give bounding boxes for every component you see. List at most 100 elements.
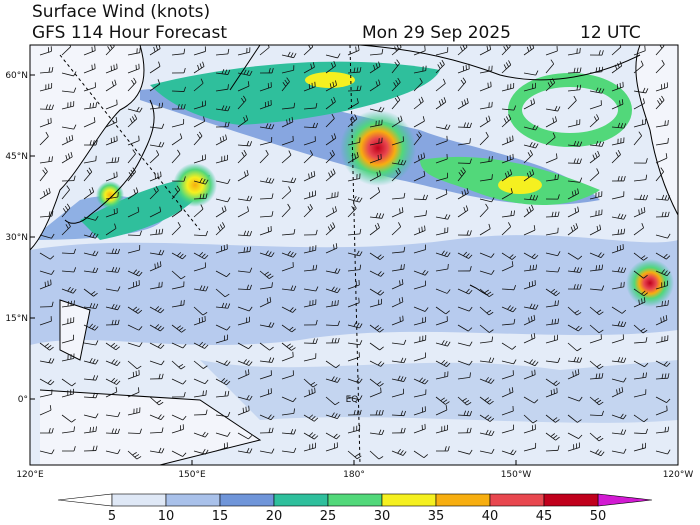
barb-flag	[446, 289, 451, 294]
barb-flag	[183, 104, 186, 110]
barb-flag	[554, 318, 557, 324]
barb	[523, 374, 536, 380]
barb-flag	[117, 157, 120, 163]
barb	[655, 410, 668, 416]
barb-flag	[131, 79, 135, 85]
barb-flag	[246, 360, 250, 365]
barb	[545, 50, 558, 56]
barb	[149, 190, 159, 200]
barb-flag	[641, 290, 646, 295]
barb-flag	[246, 284, 249, 290]
barb	[435, 83, 446, 92]
barb-flag	[645, 88, 649, 94]
barb-flag	[491, 197, 495, 203]
barb-flag	[617, 266, 621, 272]
barb-flag	[331, 286, 335, 292]
barb	[369, 342, 380, 351]
barb-flag	[160, 171, 162, 177]
barb-flag	[45, 131, 49, 137]
barb-flag	[117, 191, 119, 198]
barb-flag	[73, 248, 76, 254]
barb	[479, 270, 492, 275]
barb	[347, 252, 360, 257]
barb-flag	[161, 373, 164, 379]
barb-flag	[243, 116, 246, 122]
barb	[193, 135, 203, 146]
barb-flag	[491, 430, 495, 436]
barb	[127, 108, 140, 113]
barb-flag	[330, 170, 334, 176]
barb	[479, 120, 491, 128]
barb-flag	[572, 371, 574, 377]
barb-flag	[549, 80, 553, 86]
barb	[589, 229, 601, 236]
barb-flag	[47, 379, 52, 384]
barb-flag	[579, 67, 582, 73]
barb-flag	[377, 222, 380, 228]
barb-flag	[490, 379, 495, 384]
barb-flag	[577, 255, 583, 260]
barb-flag	[378, 61, 381, 67]
barb-flag	[597, 252, 602, 257]
barb-flag	[620, 229, 623, 235]
barb	[39, 270, 52, 275]
barb-flag	[661, 194, 665, 200]
barb-flag	[111, 303, 115, 309]
barb-flag	[596, 114, 600, 119]
colorbar-swatch	[489, 493, 545, 507]
barb-flag	[114, 319, 117, 325]
barb	[589, 172, 600, 182]
barb-flag	[180, 275, 186, 280]
barb-flag	[161, 427, 164, 433]
barb-flag	[667, 138, 669, 144]
barb-flag	[598, 141, 602, 147]
barb-flag	[227, 197, 231, 203]
barb	[611, 154, 621, 164]
barb	[303, 414, 315, 422]
barb-flag	[667, 426, 670, 432]
barb-flag	[645, 372, 647, 378]
barb-flag	[601, 373, 604, 379]
barb	[39, 50, 52, 56]
barb-flag	[557, 267, 561, 273]
barb-flag	[287, 203, 291, 209]
barb-flag	[574, 189, 577, 195]
barb	[215, 395, 228, 398]
barb-flag	[507, 170, 510, 176]
barb	[325, 432, 337, 440]
barb-flag	[423, 152, 426, 158]
barb-flag	[337, 53, 341, 59]
barb	[193, 208, 204, 218]
barb	[61, 90, 74, 93]
barb	[215, 270, 227, 278]
barb-flag	[268, 427, 271, 433]
barb-flag	[203, 116, 206, 122]
barb-flag	[51, 270, 55, 275]
barb	[325, 54, 338, 59]
barb-flag	[288, 186, 292, 192]
barb-flag	[466, 230, 469, 236]
barb-flag	[333, 133, 337, 139]
lat-tick-label: 0°	[18, 395, 28, 405]
barb-flag	[490, 81, 492, 87]
barb-flag	[284, 79, 288, 85]
barb-flag	[335, 364, 340, 369]
barb-flag	[89, 232, 93, 237]
barb-flag	[226, 326, 231, 331]
barb-flag	[48, 187, 51, 193]
barb-flag	[535, 195, 539, 201]
barb-flag	[355, 46, 357, 52]
barb-flag	[95, 251, 99, 257]
barb-flag	[266, 298, 269, 304]
barb-flag	[557, 318, 560, 324]
barb	[325, 118, 335, 128]
barb-flag	[158, 229, 161, 235]
barb-flag	[505, 62, 509, 68]
barb-flag	[288, 150, 292, 156]
barb	[611, 338, 624, 344]
barb-flag	[465, 205, 469, 211]
barb-flag	[403, 264, 405, 270]
barb-flag	[161, 228, 164, 234]
barb	[501, 46, 511, 56]
barb-flag	[466, 122, 469, 128]
